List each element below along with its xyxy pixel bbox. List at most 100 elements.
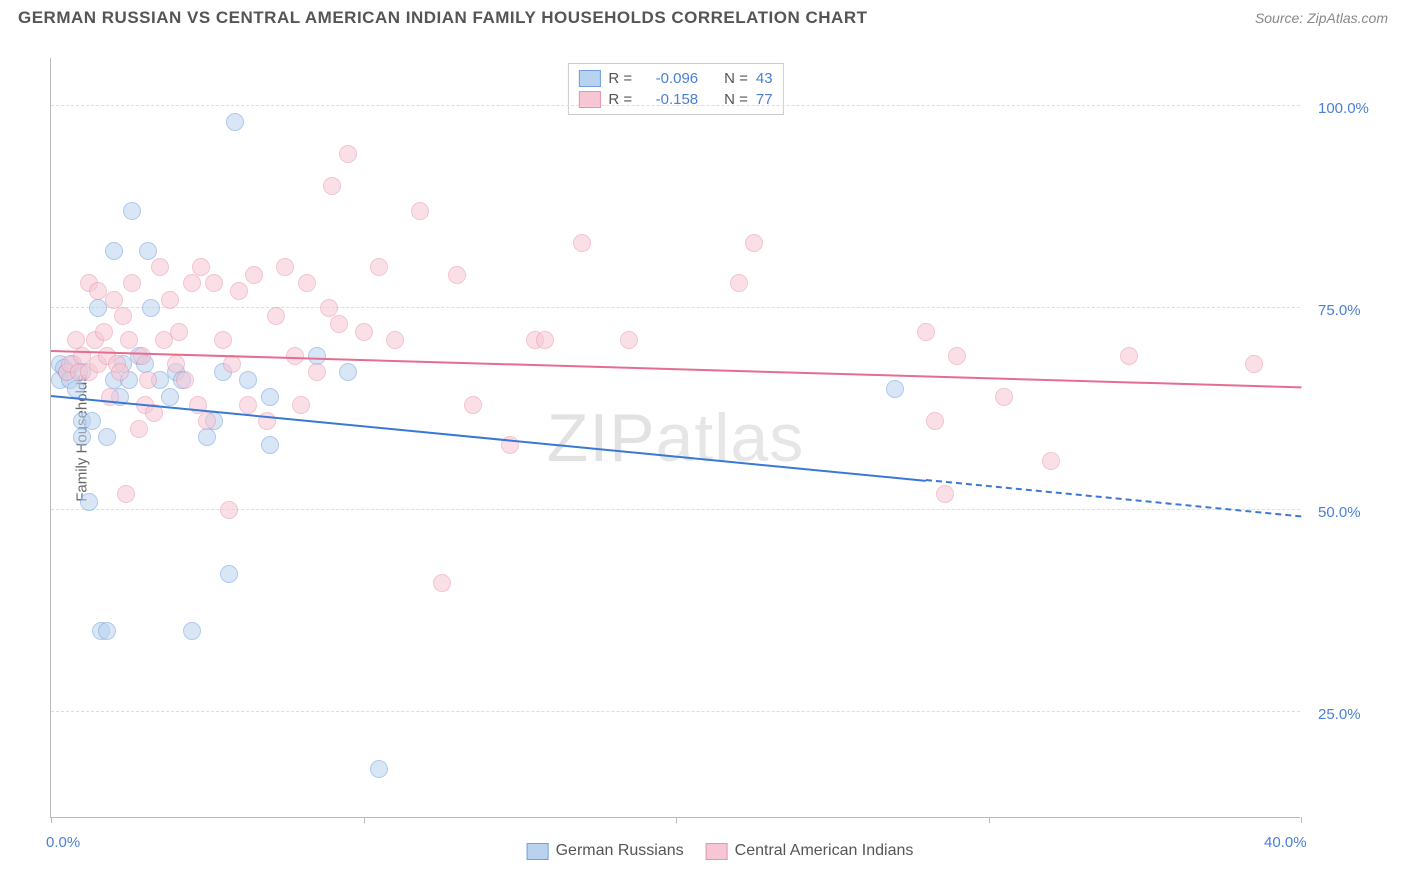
scatter-point	[98, 622, 116, 640]
scatter-point	[67, 380, 85, 398]
legend-series-item: German Russians	[527, 842, 684, 860]
scatter-point	[433, 574, 451, 592]
scatter-point	[620, 331, 638, 349]
scatter-point	[536, 331, 554, 349]
scatter-point	[464, 396, 482, 414]
scatter-point	[323, 177, 341, 195]
scatter-point	[139, 371, 157, 389]
r-label: R =	[608, 70, 632, 87]
y-tick-label: 100.0%	[1318, 100, 1369, 117]
x-tick	[989, 817, 990, 823]
plot-area: ZIPatlas R =-0.096N =43R =-0.158N =77	[50, 58, 1300, 818]
scatter-point	[370, 258, 388, 276]
legend-correlation-row: R =-0.158N =77	[578, 89, 772, 110]
scatter-point	[95, 323, 113, 341]
scatter-point	[161, 291, 179, 309]
legend-correlation: R = -0.096 N = 43 R =-0.158N =77	[567, 63, 783, 115]
r-value: -0.096	[640, 70, 698, 87]
scatter-point	[339, 363, 357, 381]
scatter-point	[936, 485, 954, 503]
scatter-point	[105, 242, 123, 260]
chart-title: GERMAN RUSSIAN VS CENTRAL AMERICAN INDIA…	[18, 8, 868, 28]
legend-swatch	[527, 843, 549, 860]
scatter-point	[330, 315, 348, 333]
scatter-point	[223, 355, 241, 373]
scatter-point	[105, 291, 123, 309]
x-tick-label: 0.0%	[46, 834, 80, 851]
gridline-h	[51, 105, 1300, 106]
scatter-point	[176, 371, 194, 389]
scatter-point	[1120, 347, 1138, 365]
y-tick-label: 75.0%	[1318, 302, 1361, 319]
scatter-point	[320, 299, 338, 317]
scatter-point	[267, 307, 285, 325]
scatter-point	[239, 371, 257, 389]
scatter-point	[123, 202, 141, 220]
scatter-point	[226, 113, 244, 131]
n-value: 43	[756, 70, 773, 87]
scatter-point	[308, 363, 326, 381]
scatter-point	[73, 428, 91, 446]
scatter-point	[886, 380, 904, 398]
scatter-point	[198, 428, 216, 446]
scatter-point	[205, 274, 223, 292]
scatter-point	[183, 622, 201, 640]
scatter-point	[730, 274, 748, 292]
scatter-point	[130, 420, 148, 438]
scatter-point	[995, 388, 1013, 406]
scatter-point	[276, 258, 294, 276]
legend-swatch	[578, 70, 600, 87]
gridline-h	[51, 711, 1300, 712]
scatter-point	[114, 307, 132, 325]
scatter-point	[133, 347, 151, 365]
n-label: N =	[724, 70, 748, 87]
scatter-point	[83, 412, 101, 430]
scatter-point	[151, 258, 169, 276]
scatter-point	[926, 412, 944, 430]
scatter-point	[411, 202, 429, 220]
scatter-point	[120, 331, 138, 349]
scatter-point	[292, 396, 310, 414]
scatter-point	[261, 436, 279, 454]
scatter-point	[220, 501, 238, 519]
legend-series-item: Central American Indians	[706, 842, 914, 860]
legend-series: German Russians Central American Indians	[527, 842, 914, 860]
y-tick-label: 50.0%	[1318, 504, 1361, 521]
scatter-point	[198, 412, 216, 430]
scatter-point	[745, 234, 763, 252]
scatter-point	[386, 331, 404, 349]
scatter-point	[573, 234, 591, 252]
source-label: Source: ZipAtlas.com	[1255, 10, 1388, 26]
scatter-point	[161, 388, 179, 406]
y-tick-label: 25.0%	[1318, 706, 1361, 723]
chart-container: Family Households ZIPatlas R =-0.096N =4…	[50, 58, 1390, 818]
scatter-point	[139, 242, 157, 260]
scatter-point	[230, 282, 248, 300]
scatter-point	[142, 299, 160, 317]
scatter-point	[239, 396, 257, 414]
scatter-point	[355, 323, 373, 341]
scatter-point	[98, 428, 116, 446]
trend-line	[51, 395, 926, 482]
x-tick-label: 40.0%	[1264, 834, 1307, 851]
x-tick	[364, 817, 365, 823]
scatter-point	[261, 388, 279, 406]
scatter-point	[117, 485, 135, 503]
scatter-point	[370, 760, 388, 778]
scatter-point	[170, 323, 188, 341]
scatter-point	[448, 266, 466, 284]
scatter-point	[192, 258, 210, 276]
scatter-point	[1042, 452, 1060, 470]
scatter-point	[245, 266, 263, 284]
scatter-point	[123, 274, 141, 292]
legend-swatch	[706, 843, 728, 860]
scatter-point	[220, 565, 238, 583]
scatter-point	[1245, 355, 1263, 373]
x-tick	[51, 817, 52, 823]
scatter-point	[339, 145, 357, 163]
legend-correlation-row: R = -0.096 N = 43	[578, 68, 772, 89]
scatter-point	[214, 331, 232, 349]
scatter-point	[80, 493, 98, 511]
x-tick	[676, 817, 677, 823]
scatter-point	[298, 274, 316, 292]
